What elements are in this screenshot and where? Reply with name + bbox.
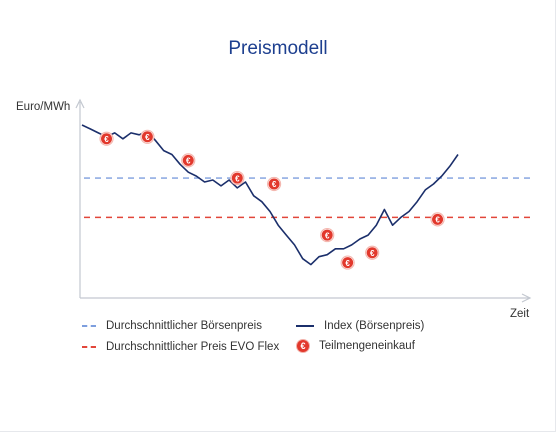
purchase-marker: € — [181, 153, 196, 168]
purchase-marker-dot — [321, 229, 333, 241]
purchase-marker: € — [320, 227, 335, 243]
purchase-marker: € — [365, 245, 380, 260]
legend-index-label: Index (Börsenpreis) — [324, 320, 425, 332]
x-axis-label: Zeit — [510, 308, 530, 320]
dashed-line-swatch-red — [82, 346, 96, 348]
purchase-marker-dot — [342, 257, 354, 269]
legend-avg-evo-label: Durchschnittlicher Preis EVO Flex — [106, 341, 280, 353]
euro-icon: € — [186, 157, 191, 166]
euro-icon: € — [145, 133, 150, 142]
chart-title: Preismodell — [228, 38, 328, 59]
purchase-marker-dot — [101, 133, 113, 145]
purchase-marker: € — [99, 131, 114, 146]
euro-coin-icon: € — [297, 340, 309, 352]
purchase-marker-dot — [432, 213, 444, 225]
solid-line-swatch-navy — [296, 325, 314, 327]
euro-icon: € — [325, 231, 330, 240]
purchase-marker: € — [430, 212, 445, 227]
legend-avg-market: Durchschnittlicher Börsenpreis — [82, 320, 262, 332]
euro-icon: € — [370, 249, 375, 258]
index-series-line — [81, 124, 459, 266]
euro-icon: € — [435, 216, 440, 225]
purchase-marker-dot — [366, 247, 378, 259]
purchase-marker-dot — [268, 178, 280, 190]
purchase-marker: € — [230, 170, 245, 186]
dashed-line-swatch-blue — [82, 325, 96, 327]
y-axis-arrow-icon — [75, 98, 85, 109]
euro-icon: € — [272, 180, 277, 189]
purchase-marker-dot — [182, 154, 194, 166]
legend-index: Index (Börsenpreis) — [296, 320, 424, 332]
legend-purchase-label: Teilmengeneinkauf — [319, 340, 415, 352]
legend-purchase: € Teilmengeneinkauf — [297, 340, 415, 352]
legend-avg-market-label: Durchschnittlicher Börsenpreis — [106, 320, 262, 332]
purchase-marker-dot — [231, 172, 243, 184]
purchase-marker: € — [140, 129, 155, 144]
euro-icon: € — [104, 135, 109, 144]
y-axis-label: Euro/MWh — [16, 101, 71, 113]
purchase-marker-dot — [141, 131, 153, 143]
euro-icon: € — [345, 259, 350, 268]
purchase-marker: € — [340, 255, 355, 270]
euro-icon: € — [235, 174, 240, 183]
x-axis-arrow-icon — [521, 293, 532, 303]
legend-avg-evo: Durchschnittlicher Preis EVO Flex — [82, 341, 279, 353]
purchase-marker: € — [266, 176, 282, 192]
